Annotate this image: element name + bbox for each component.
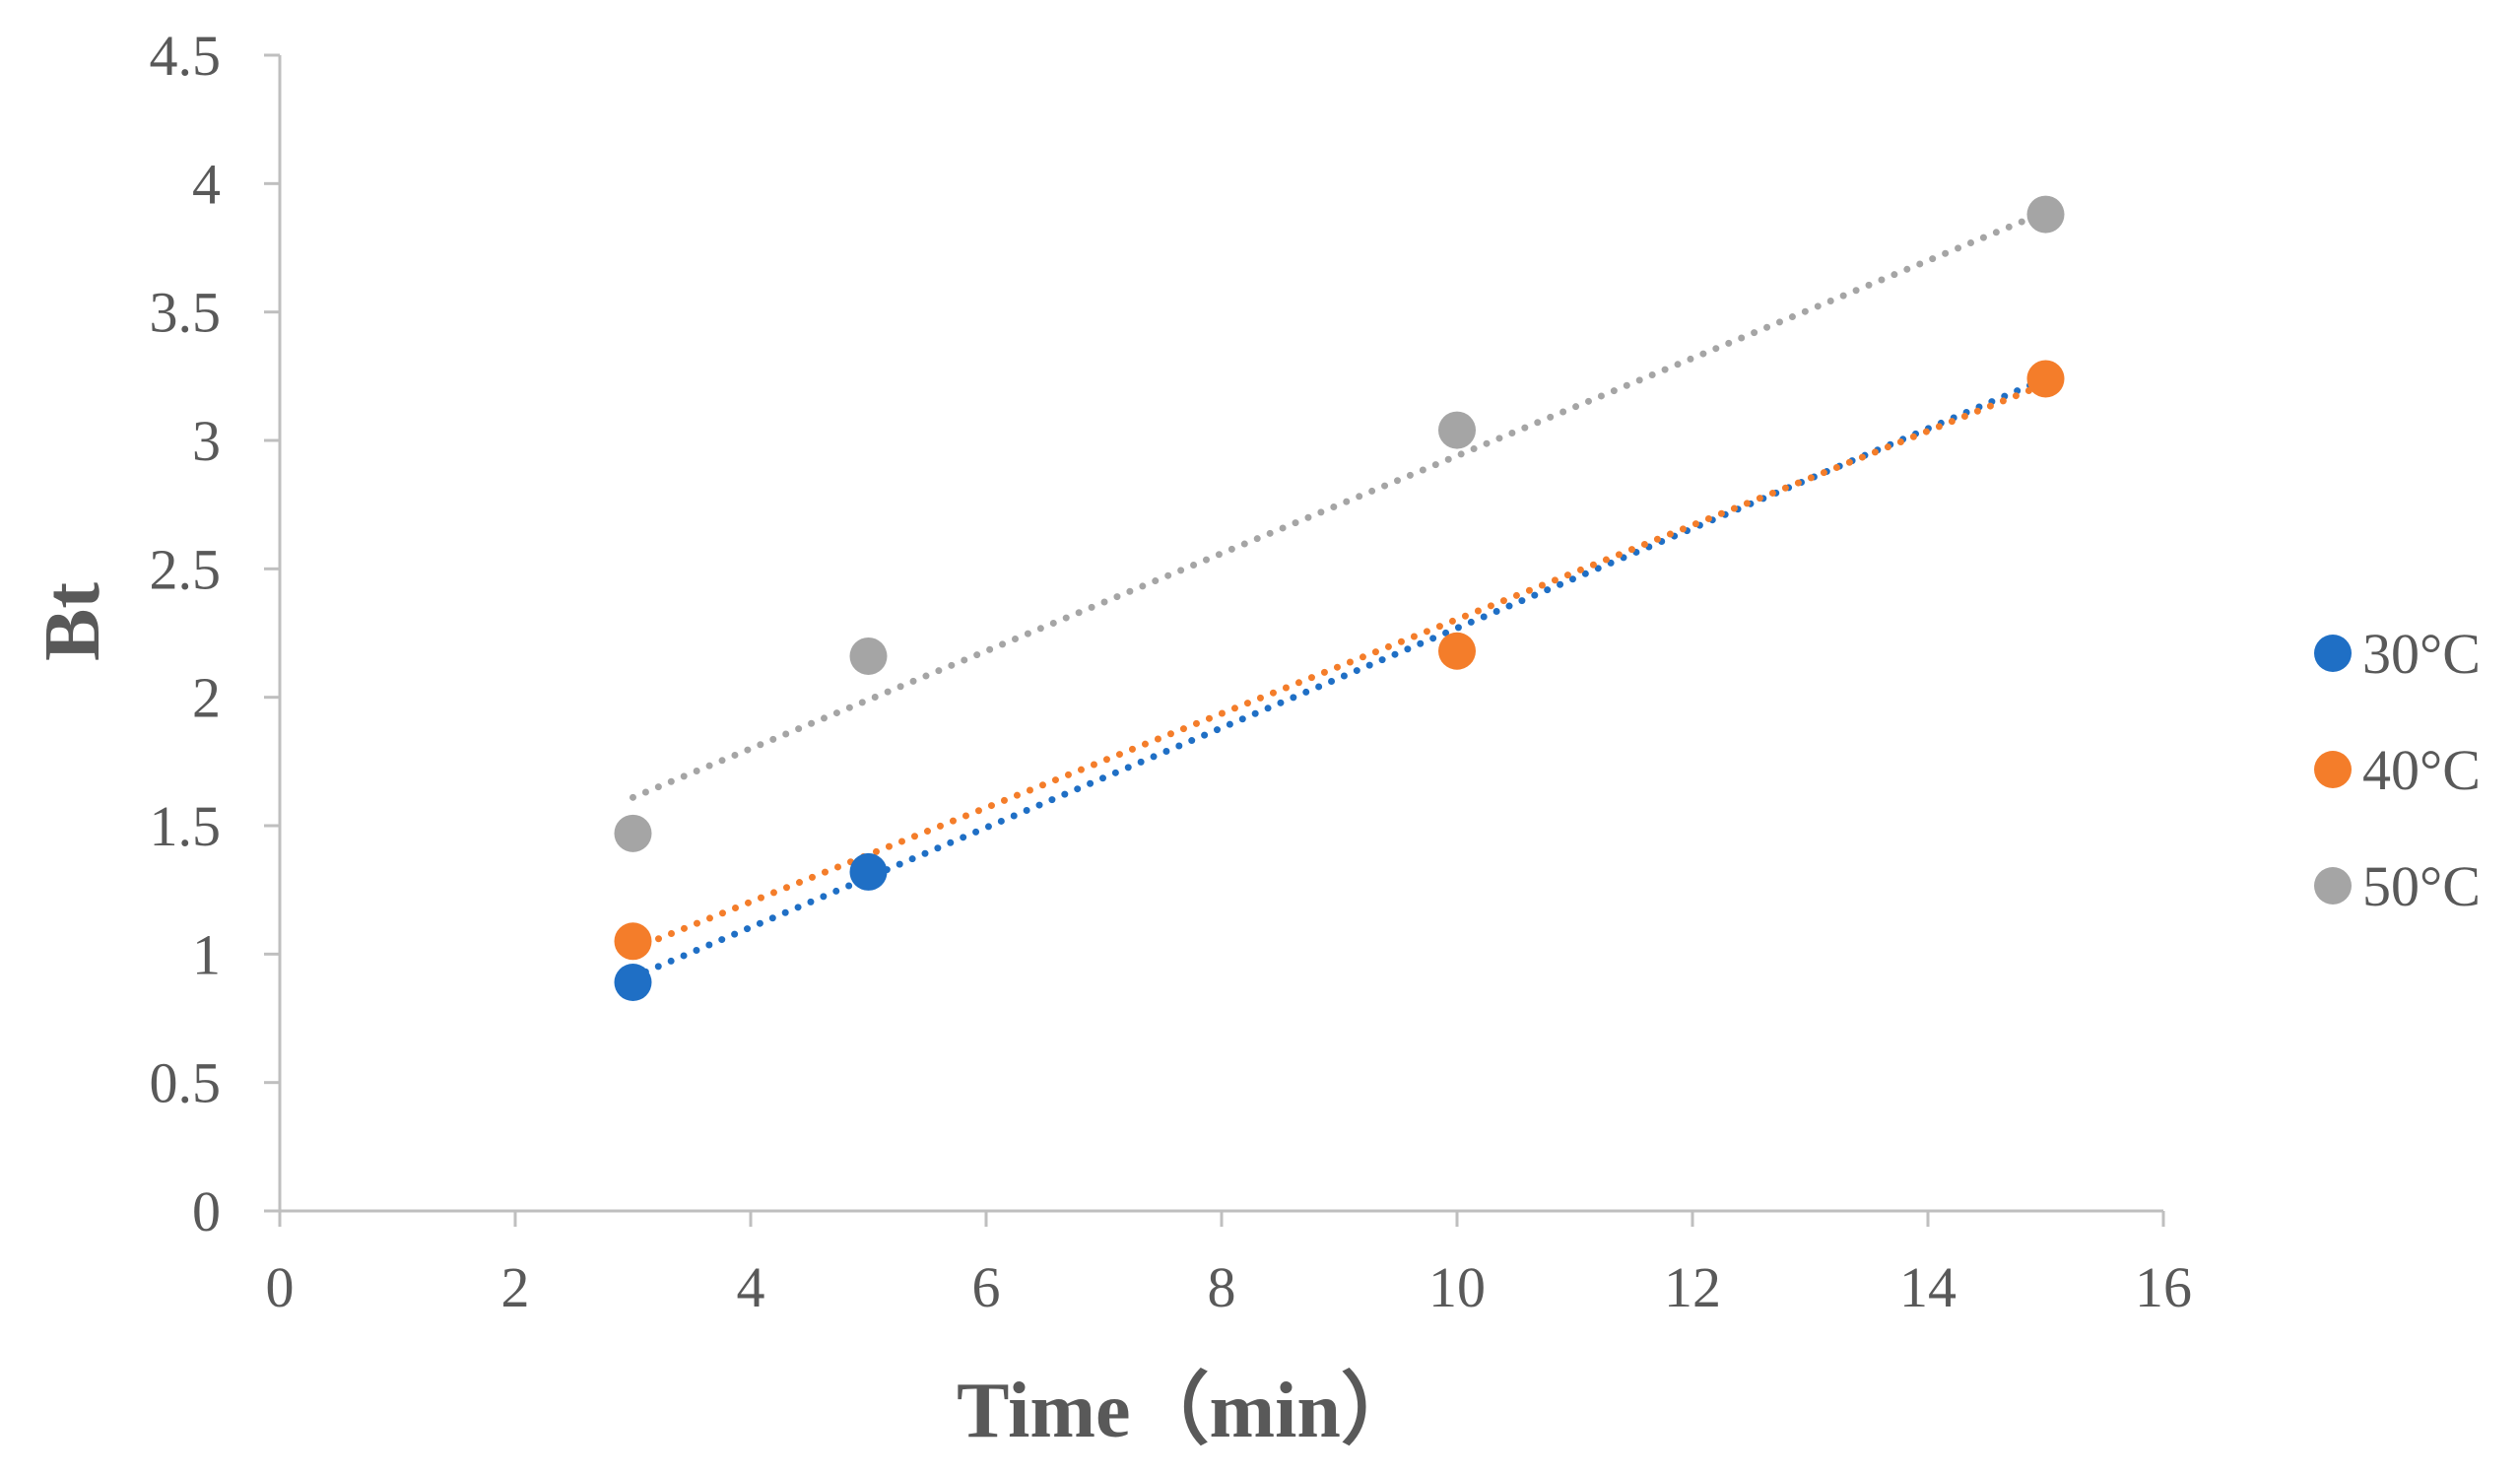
x-tick-label: 4 (737, 1255, 765, 1319)
data-point-50c (1438, 411, 1476, 449)
y-tick-label: 2.5 (150, 537, 222, 601)
legend: 30°C 40°C 50°C (2314, 622, 2481, 918)
y-tick-label: 3.5 (150, 281, 222, 345)
y-tick-label: 0.5 (150, 1051, 222, 1115)
data-point-50c (2026, 195, 2065, 234)
trendlines (630, 208, 2049, 981)
data-point-40c (2026, 360, 2065, 398)
legend-marker-50c (2314, 867, 2352, 905)
y-tick-label: 1 (192, 922, 221, 986)
legend-item-30c: 30°C (2314, 622, 2481, 686)
legend-label-30c: 30°C (2362, 622, 2481, 686)
trendline-50c (630, 208, 2049, 801)
data-point-30c (614, 964, 652, 1002)
legend-marker-30c (2314, 635, 2352, 672)
legend-item-50c: 50°C (2314, 854, 2481, 918)
y-axis-title: Bt (30, 582, 116, 661)
data-point-30c (849, 852, 888, 891)
axes (278, 55, 2163, 1213)
data-points (614, 195, 2065, 1002)
legend-item-40c: 40°C (2314, 738, 2481, 802)
legend-marker-40c (2314, 751, 2352, 788)
data-point-40c (614, 922, 652, 961)
y-ticks: 0 0.5 1 1.5 2 2.5 3 3.5 4 4.5 (150, 24, 280, 1243)
x-tick-label: 10 (1428, 1255, 1486, 1319)
y-tick-label: 2 (192, 666, 221, 730)
x-tick-label: 6 (972, 1255, 1001, 1319)
data-point-40c (1438, 632, 1476, 670)
y-tick-label: 4 (192, 152, 221, 216)
x-tick-label: 14 (1899, 1255, 1956, 1319)
y-tick-label: 4.5 (150, 24, 222, 88)
legend-label-40c: 40°C (2362, 738, 2481, 802)
x-axis-title: Time（min） (957, 1368, 1420, 1454)
trendline-40c (630, 380, 2049, 953)
x-tick-label: 16 (2135, 1255, 2192, 1319)
legend-label-50c: 50°C (2362, 854, 2481, 918)
x-tick-label: 0 (266, 1255, 295, 1319)
x-tick-label: 2 (501, 1255, 530, 1319)
y-tick-label: 1.5 (150, 794, 222, 858)
x-ticks: 0 2 4 6 8 10 12 14 16 (266, 1211, 2192, 1319)
x-tick-label: 12 (1664, 1255, 1721, 1319)
x-tick-label: 8 (1208, 1255, 1236, 1319)
y-tick-label: 0 (192, 1179, 221, 1243)
data-point-50c (849, 637, 888, 675)
y-tick-label: 3 (192, 409, 221, 473)
data-point-50c (614, 814, 652, 852)
